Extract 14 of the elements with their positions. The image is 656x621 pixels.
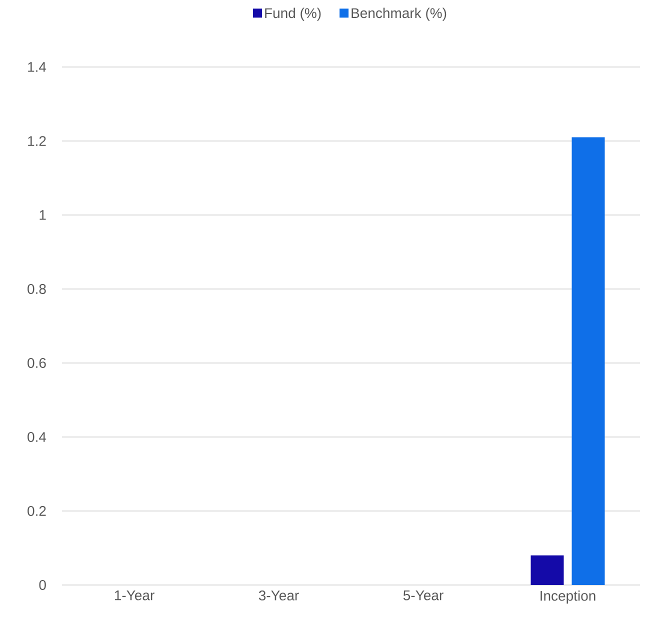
y-tick-label: 0 <box>39 580 46 590</box>
x-tick-label: Inception <box>540 590 596 604</box>
y-tick-label: 1.2 <box>28 136 46 146</box>
y-tick-label: 0.8 <box>28 284 46 294</box>
y-tick-label: 0.2 <box>28 506 46 516</box>
y-tick-label: 0.6 <box>28 358 46 368</box>
x-tick-label: 1-Year <box>114 590 154 600</box>
y-tick-label: 0.4 <box>28 432 46 442</box>
y-tick-label: 1.4 <box>28 62 46 72</box>
x-tick-label: 5-Year <box>403 590 444 600</box>
y-tick-label: 1 <box>40 210 46 220</box>
legend-label: Benchmark (%) <box>352 8 446 21</box>
x-tick-label: 3-Year <box>258 590 299 600</box>
legend-label: Fund (%) <box>265 8 321 21</box>
